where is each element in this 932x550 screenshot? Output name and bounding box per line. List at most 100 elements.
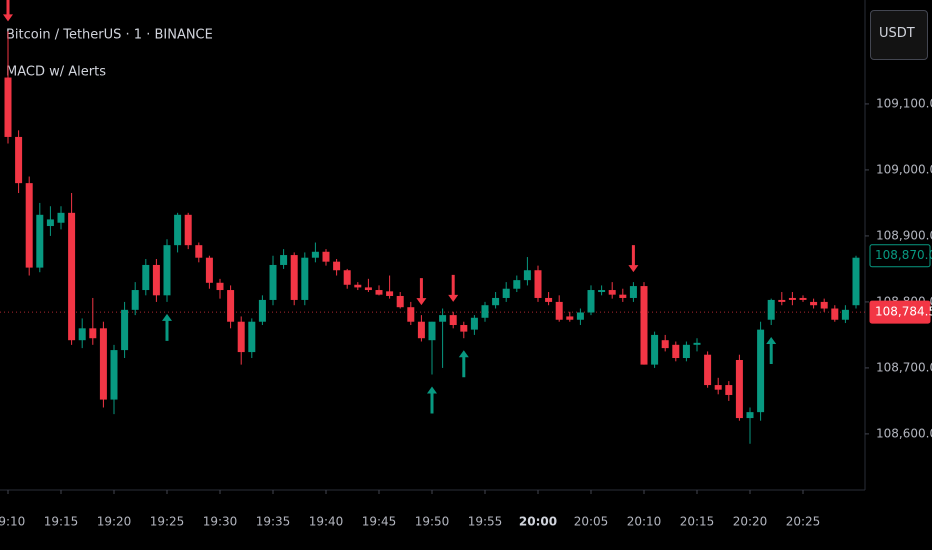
candle-body <box>131 290 139 310</box>
x-tick-label: 19:20 <box>97 515 132 529</box>
candle-body <box>4 77 12 137</box>
candle-body <box>555 301 563 320</box>
candle-body <box>99 328 107 400</box>
y-tick-label: 108,900.00 <box>876 228 932 242</box>
candle-body <box>364 287 372 291</box>
candle-body <box>68 212 76 341</box>
candle-body <box>354 284 362 288</box>
chart-title: Bitcoin / TetherUS · 1 · BINANCE <box>6 28 213 43</box>
candle-body <box>195 245 203 258</box>
candle-body <box>693 342 701 345</box>
x-tick-label: 20:15 <box>680 515 715 529</box>
candle-body <box>258 299 266 322</box>
candle-body <box>237 321 245 353</box>
candle-body <box>534 270 542 298</box>
x-tick-label: 19:30 <box>203 515 238 529</box>
candle-body <box>121 309 129 351</box>
sell-arrow <box>3 0 13 22</box>
candle-body <box>714 385 722 390</box>
price-label: 108,784.58 <box>875 305 932 319</box>
candle-body <box>417 321 425 339</box>
candle-body <box>407 307 415 322</box>
candle-body <box>343 270 351 285</box>
candle-body <box>280 255 288 265</box>
candle-body <box>767 299 775 320</box>
candle-body <box>248 321 256 353</box>
price-label-box <box>869 300 931 324</box>
candle-body <box>89 328 97 339</box>
candle-body <box>725 385 733 395</box>
x-tick-label: 20:20 <box>733 515 768 529</box>
buy-arrow <box>162 313 172 341</box>
candle-body <box>672 344 680 359</box>
candle-body <box>502 288 510 298</box>
candle-body <box>152 264 160 296</box>
candle-body <box>449 315 457 326</box>
x-tick-label: 20:00 <box>519 515 557 529</box>
x-tick-label: 20:10 <box>627 515 662 529</box>
candle-body <box>704 354 712 386</box>
y-tick-label: 108,600.00 <box>876 426 932 440</box>
candle-body <box>311 251 319 258</box>
candle-body <box>852 257 860 306</box>
candle-body <box>735 359 743 419</box>
candle-body <box>396 295 404 308</box>
y-tick-label: 108,700.00 <box>876 360 932 374</box>
candle-body <box>322 251 330 262</box>
candle-body <box>587 290 595 313</box>
y-tick-label: 109,100.00 <box>876 96 932 110</box>
x-tick-label: 19:35 <box>256 515 291 529</box>
candle-body <box>184 214 192 246</box>
price-label: 108,870.00 <box>875 248 932 262</box>
candle-body <box>640 286 648 365</box>
candle-body <box>57 212 65 223</box>
candle-body <box>481 305 489 318</box>
candle-body <box>576 312 584 320</box>
candle-body <box>513 280 521 289</box>
x-tick-label: 19:10 <box>0 515 25 529</box>
candle-body <box>545 297 553 302</box>
candle-body <box>619 294 627 298</box>
candle-body <box>375 290 383 295</box>
x-tick-label: 19:45 <box>362 515 397 529</box>
currency-button[interactable]: USDT <box>870 10 928 60</box>
candle-body <box>269 264 277 300</box>
candle-body <box>174 214 182 246</box>
candle-body <box>661 340 669 349</box>
candle-body <box>810 301 818 306</box>
candle-body <box>629 286 637 298</box>
sell-arrow <box>448 274 459 302</box>
candle-body <box>608 290 616 295</box>
candle-body <box>290 255 298 300</box>
candle-body <box>746 412 754 419</box>
price-label-box <box>869 244 931 268</box>
candle-body <box>460 325 468 332</box>
candle-body <box>651 334 659 365</box>
indicator-name: MACD w/ Alerts <box>6 65 106 80</box>
candle-body <box>428 321 436 341</box>
candle-body <box>205 257 213 283</box>
sell-arrow <box>628 245 639 273</box>
buy-arrow <box>427 386 437 414</box>
candle-body <box>216 282 224 291</box>
candle-body <box>566 316 574 320</box>
candle-body <box>142 264 150 291</box>
candle-body <box>799 297 807 300</box>
candle-body <box>163 245 171 296</box>
candle-body <box>788 297 796 300</box>
candle-body <box>682 344 690 359</box>
y-tick-label: 109,000.00 <box>876 162 932 176</box>
x-tick-label: 19:50 <box>415 515 450 529</box>
candle-body <box>46 219 54 227</box>
candle-body <box>333 261 341 271</box>
candle-body <box>492 297 500 306</box>
x-tick-label: 20:05 <box>574 515 609 529</box>
candle-body <box>820 301 828 309</box>
candle-body <box>841 309 849 320</box>
candle-body <box>831 308 839 320</box>
candle-body <box>470 317 478 330</box>
x-tick-label: 20:25 <box>786 515 821 529</box>
candle-body <box>15 136 23 184</box>
